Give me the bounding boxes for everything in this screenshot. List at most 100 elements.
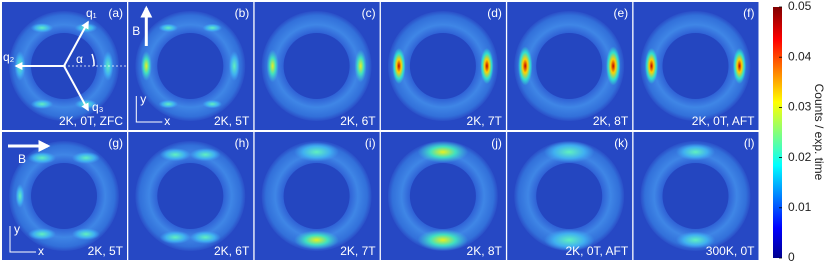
q3-label: q₃ xyxy=(92,100,104,114)
sans-panel: (h) 2K, 6T xyxy=(128,132,254,260)
panel-condition: 2K, 8T xyxy=(467,244,503,258)
field-label: B xyxy=(18,152,26,166)
bragg-spot xyxy=(732,48,747,84)
axis-y: y xyxy=(14,222,20,236)
field-label: B xyxy=(132,24,140,38)
bragg-spot xyxy=(294,142,339,162)
axes-icon xyxy=(135,96,163,123)
bragg-spot xyxy=(30,99,54,109)
bragg-spot xyxy=(480,48,494,84)
beam-stop xyxy=(157,33,224,99)
panel-letter: (k) xyxy=(614,136,628,150)
colorbar-tick-label: 0 xyxy=(788,250,795,263)
bragg-spot xyxy=(392,48,406,84)
panel-letter: (f) xyxy=(743,6,754,20)
sans-panel: (f) 2K, 0T, AFT xyxy=(633,2,759,130)
panel-condition: 2K, 6T xyxy=(340,114,376,128)
panel-condition: 2K, 0T, AFT xyxy=(565,244,628,258)
colorbar-tick-label: 0.02 xyxy=(788,150,812,164)
bragg-spot xyxy=(544,229,595,251)
sans-panel: (d) 2K, 7T xyxy=(380,2,506,130)
panel-letter: (a) xyxy=(108,6,123,20)
q2-label: q₂ xyxy=(3,50,15,64)
colorbar-tick-label: 0.04 xyxy=(788,49,812,63)
bragg-spot xyxy=(28,228,56,241)
bragg-spot xyxy=(544,141,595,163)
panel-letter: (c) xyxy=(362,6,376,20)
panel-letter: (e) xyxy=(614,6,629,20)
bragg-spot xyxy=(189,230,221,244)
sans-panel: (k) 2K, 0T, AFT xyxy=(507,132,633,260)
beam-stop xyxy=(662,33,729,99)
alpha-label: α xyxy=(76,52,83,66)
sans-panel: (i) 2K, 7T xyxy=(254,132,380,260)
panel-condition: 2K, 5T xyxy=(214,114,250,128)
bragg-spot xyxy=(72,228,100,241)
panel-condition: 2K, 5T xyxy=(88,244,124,258)
panel-condition: 300K, 0T xyxy=(706,244,755,258)
bragg-spot xyxy=(354,49,367,83)
bragg-spot xyxy=(606,46,621,86)
sans-panel: (l) 300K, 0T xyxy=(633,132,759,260)
bragg-spot xyxy=(294,230,339,250)
beam-stop xyxy=(31,163,97,229)
panel-condition: 2K, 0T, AFT xyxy=(692,114,755,128)
q1-label: q₁ xyxy=(86,6,97,20)
beam-stop xyxy=(283,33,350,99)
bragg-spot xyxy=(675,231,716,249)
bragg-spot xyxy=(28,151,56,164)
sans-panel: (g) 2K, 5T By x xyxy=(2,132,127,260)
bragg-spot xyxy=(72,151,100,164)
bragg-spot xyxy=(140,51,152,81)
bragg-spot xyxy=(644,48,659,84)
bragg-spot xyxy=(202,99,223,109)
bragg-spot xyxy=(159,230,191,244)
colorbar-tick-label: 0.01 xyxy=(788,200,812,214)
bragg-spot xyxy=(266,49,279,83)
panel-letter: (h) xyxy=(235,136,250,150)
bragg-spot xyxy=(15,184,25,208)
bragg-spot xyxy=(228,51,240,81)
panel-condition: 2K, 7T xyxy=(467,114,503,128)
sans-panel: (e) 2K, 8T xyxy=(507,2,633,130)
bragg-spot xyxy=(158,23,179,33)
bragg-spot xyxy=(202,23,223,33)
bragg-spot xyxy=(30,23,54,33)
beam-stop xyxy=(409,163,476,229)
axis-x: x xyxy=(164,114,170,128)
bragg-spot xyxy=(159,148,191,162)
bragg-spot xyxy=(675,143,716,161)
panel-letter: (d) xyxy=(487,6,502,20)
bragg-spot xyxy=(417,229,469,251)
panel-condition: 2K, 7T xyxy=(340,244,376,258)
beam-stop xyxy=(662,163,729,229)
panels: (a) 2K, 0T, ZFC q₁ q₂ q₃ α (b) 2K, 5T By x (c) 2K, … xyxy=(2,2,759,260)
colorbar-gradient xyxy=(773,7,782,258)
bragg-spot xyxy=(518,46,533,86)
colorbar: 0 0.01 0.02 0.03 0.04 0.05 Counts / exp. time xyxy=(773,0,826,263)
panel-condition: 2K, 0T, ZFC xyxy=(59,114,123,128)
beam-stop xyxy=(536,33,603,99)
panel-letter: (l) xyxy=(744,136,755,150)
beam-stop xyxy=(409,33,476,99)
bragg-spot xyxy=(417,141,469,163)
axis-y: y xyxy=(140,92,146,106)
panel-condition: 2K, 6T xyxy=(214,244,250,258)
panel-letter: (b) xyxy=(235,6,250,20)
bragg-spot xyxy=(158,99,179,109)
axis-x: x xyxy=(38,244,44,258)
colorbar-label: Counts / exp. time xyxy=(812,84,826,181)
q-vector xyxy=(63,65,89,112)
axes-icon xyxy=(9,226,36,253)
beam-stop xyxy=(536,163,603,229)
beam-stop xyxy=(157,163,224,229)
bragg-spot xyxy=(189,148,221,162)
colorbar-tick-label: 0.05 xyxy=(788,0,812,13)
sans-panel: (c) 2K, 6T xyxy=(254,2,380,130)
q-vector xyxy=(63,20,89,67)
sans-panel: (j) 2K, 8T xyxy=(380,132,506,260)
sans-panel: (a) 2K, 0T, ZFC q₁ q₂ q₃ α xyxy=(2,2,127,130)
panel-letter: (j) xyxy=(491,136,502,150)
sans-panel: (b) 2K, 5T By x xyxy=(128,2,254,130)
